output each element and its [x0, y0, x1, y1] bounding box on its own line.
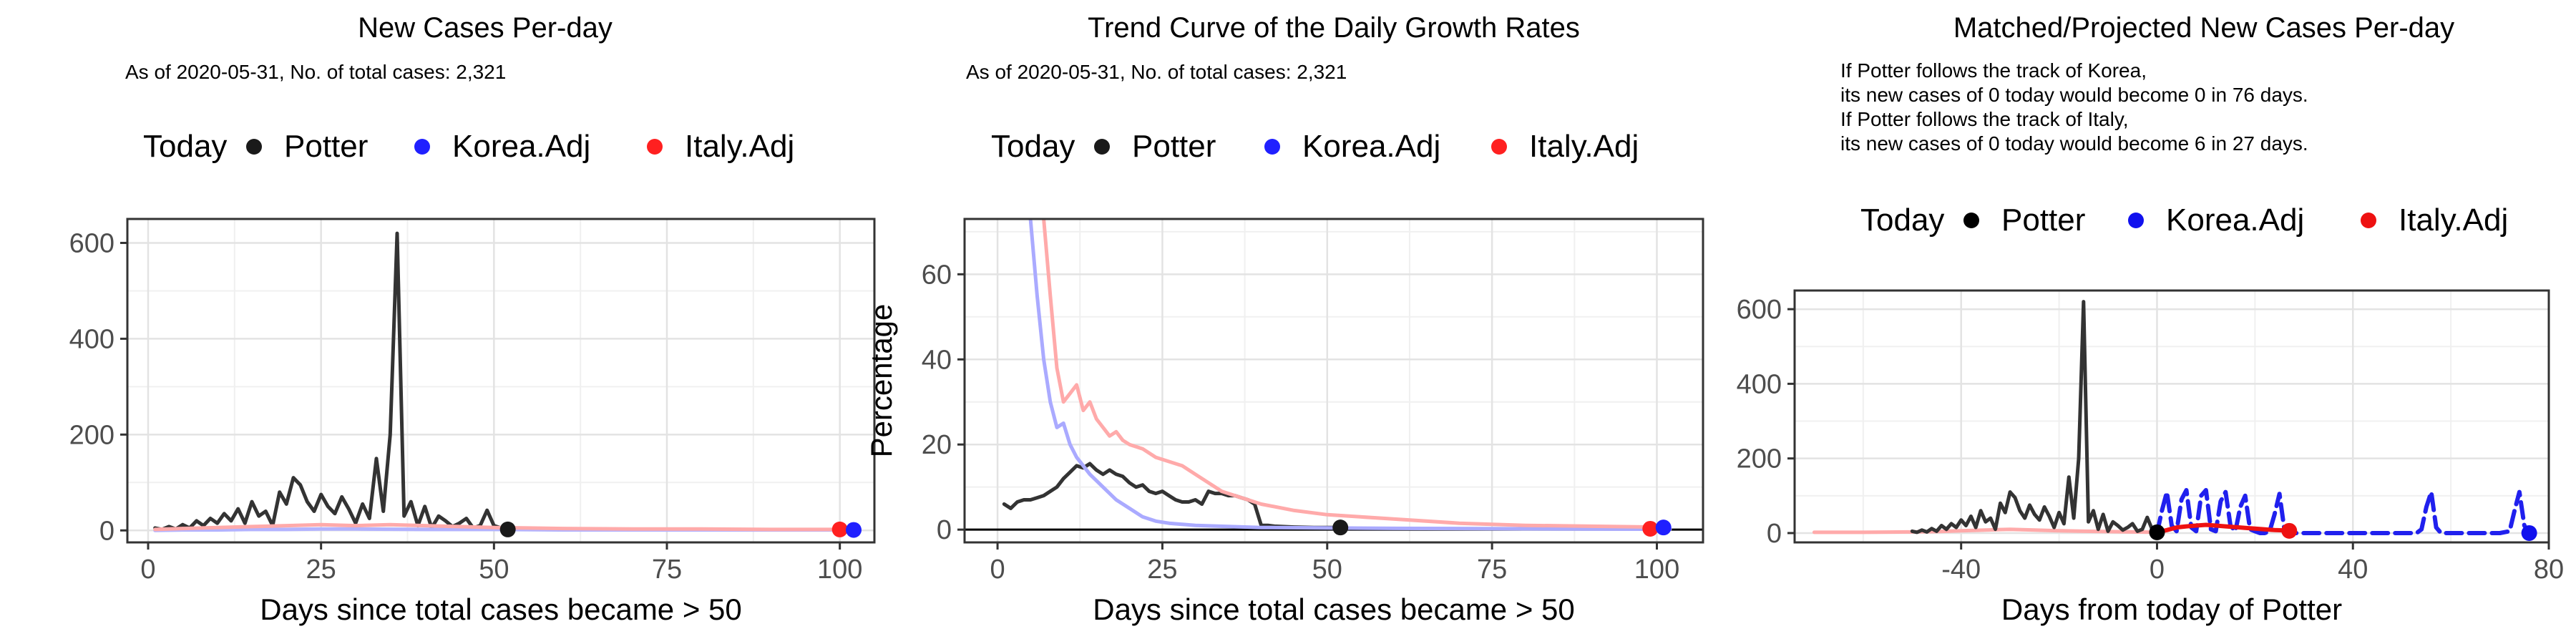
y-tick-label: 0	[937, 515, 952, 545]
chart-note: If Potter follows the track of Korea,	[1840, 59, 2147, 82]
y-axis-label: Percentage	[864, 304, 898, 458]
series-line-potter	[153, 231, 510, 532]
legend-marker-potter	[246, 139, 262, 155]
y-tick-label: 200	[69, 420, 114, 450]
legend-label: Potter	[2001, 203, 2085, 238]
today-point-italy-adj	[1642, 520, 1659, 537]
plot-border	[1793, 289, 2550, 544]
y-tick-label: 40	[922, 345, 952, 375]
chart-panel-2: Trend Curve of the Daily Growth Rates As …	[864, 12, 1704, 626]
x-tick-label: 100	[817, 555, 862, 585]
x-tick-label: 100	[1634, 555, 1679, 585]
x-tick-label: 0	[2150, 555, 2165, 585]
y-tick-label: 20	[922, 430, 952, 460]
chart-title: New Cases Per-day	[358, 12, 613, 44]
legend-marker-italy-adj	[2361, 213, 2376, 228]
x-axis-label: Days since total cases became > 50	[1093, 592, 1575, 626]
chart-subtitle: As of 2020-05-31, No. of total cases: 2,…	[966, 61, 1347, 83]
chart-title: Matched/Projected New Cases Per-day	[1953, 12, 2454, 44]
x-tick-label: -40	[1941, 555, 1981, 585]
legend-label: Potter	[284, 129, 368, 164]
series-line-italy-adj	[1042, 219, 1659, 530]
chart-subtitle: As of 2020-05-31, No. of total cases: 2,…	[125, 61, 506, 83]
today-point-korea-adj	[2521, 525, 2537, 541]
legend-marker-korea-adj	[414, 139, 430, 155]
legend-label: Italy.Adj	[685, 129, 794, 164]
x-tick-label: 50	[1312, 555, 1342, 585]
y-tick-label: 400	[69, 324, 114, 354]
y-tick-label: 60	[922, 260, 952, 290]
chart-panel-1: New Cases Per-day As of 2020-05-31, No. o…	[69, 12, 876, 626]
legend-title: Today	[991, 129, 1075, 164]
plot-area	[127, 219, 874, 542]
plot-area	[965, 219, 1703, 542]
x-tick-label: 75	[652, 555, 682, 585]
series-line-italy-adj	[2155, 522, 2292, 535]
y-tick-label: 600	[69, 228, 114, 258]
chart-title: Trend Curve of the Daily Growth Rates	[1088, 12, 1580, 44]
x-tick-label: 80	[2534, 555, 2564, 585]
x-tick-label: 50	[479, 555, 509, 585]
series-line-italy-adj	[153, 522, 842, 532]
legend-marker-korea-adj	[1264, 139, 1280, 155]
chart-panel-3: Matched/Projected New Cases Per-day If Po…	[1737, 12, 2565, 626]
plot-border	[126, 218, 876, 544]
today-point-potter	[2149, 524, 2165, 540]
legend-label: Italy.Adj	[1529, 129, 1639, 164]
today-point-potter	[1332, 519, 1349, 536]
series-line-korea-adj	[1028, 219, 1672, 532]
x-tick-label: 0	[140, 555, 155, 585]
y-tick-label: 400	[1737, 369, 1782, 399]
legend-label: Italy.Adj	[2399, 203, 2508, 238]
legend-marker-italy-adj	[647, 139, 663, 155]
x-tick-label: 40	[2338, 555, 2368, 585]
x-tick-label: 25	[306, 555, 336, 585]
y-tick-label: 600	[1737, 295, 1782, 325]
today-point-italy-adj	[831, 521, 848, 537]
legend-title: Today	[143, 129, 227, 164]
chart-note: its new cases of 0 today would become 6 …	[1840, 132, 2308, 155]
x-tick-label: 75	[1477, 555, 1507, 585]
legend-marker-korea-adj	[2128, 213, 2144, 228]
plot-area	[1795, 291, 2549, 542]
x-tick-label: 25	[1147, 555, 1177, 585]
legend-marker-potter	[1963, 213, 1979, 228]
today-point-korea-adj	[1655, 519, 1672, 536]
x-axis-label: Days since total cases became > 50	[260, 592, 742, 626]
today-point-korea-adj	[846, 522, 862, 538]
legend-label: Korea.Adj	[452, 129, 590, 164]
legend-title: Today	[1860, 203, 1944, 238]
y-tick-label: 0	[99, 516, 114, 546]
legend-marker-potter	[1094, 139, 1110, 155]
legend-marker-italy-adj	[1491, 139, 1507, 155]
legend-label: Potter	[1132, 129, 1216, 164]
chart-note: If Potter follows the track of Italy,	[1840, 108, 2129, 130]
y-tick-label: 0	[1767, 519, 1782, 549]
today-point-italy-adj	[2281, 522, 2298, 539]
x-tick-label: 0	[990, 555, 1005, 585]
legend-label: Korea.Adj	[1302, 129, 1440, 164]
today-point-potter	[499, 521, 516, 537]
chart-note: its new cases of 0 today would become 0 …	[1840, 84, 2308, 106]
y-tick-label: 200	[1737, 444, 1782, 474]
series-line-potter	[1910, 300, 2159, 535]
series-line-korea-adj	[2155, 488, 2532, 535]
legend-label: Korea.Adj	[2166, 203, 2304, 238]
x-axis-label: Days from today of Potter	[2001, 592, 2342, 626]
plot-border	[963, 218, 1704, 544]
